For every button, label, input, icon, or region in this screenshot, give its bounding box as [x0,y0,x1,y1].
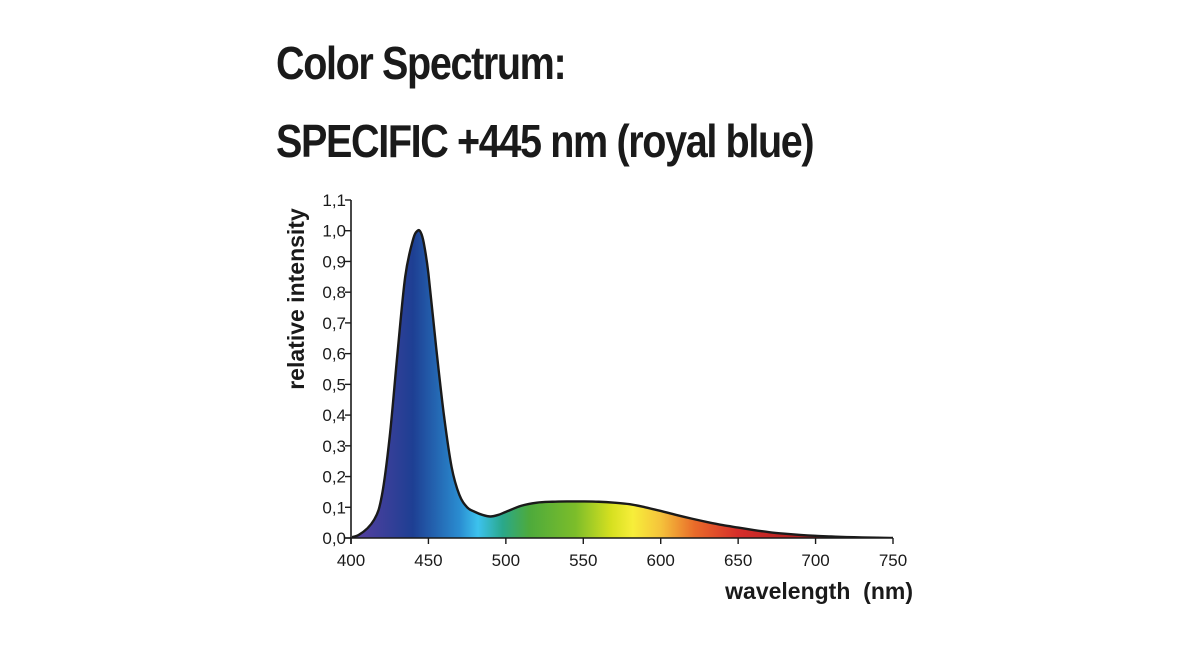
x-tick-label: 400 [337,551,365,570]
chart-title-line-1: Color Spectrum: [276,37,567,89]
y-tick-label: 0,0 [322,529,346,548]
y-tick-label: 0,1 [322,498,346,517]
x-tick-label: 650 [724,551,752,570]
y-tick-label: 0,5 [322,375,346,394]
y-axis-label: relative intensity [283,208,309,390]
chart-title-line-2: SPECIFIC +445 nm (royal blue) [276,115,815,167]
y-tick-label: 0,2 [322,468,346,487]
x-tick-label: 550 [569,551,597,570]
x-tick-label: 750 [879,551,907,570]
y-tick-label: 0,6 [322,345,346,364]
y-tick-label: 0,7 [322,314,346,333]
y-tick-label: 1,0 [322,222,346,241]
x-tick-label: 500 [492,551,520,570]
spectrum-curve [352,228,894,538]
x-axis-label: wavelength (nm) [724,578,913,604]
y-tick-label: 0,4 [322,406,346,425]
y-tick-label: 0,8 [322,283,346,302]
x-tick-label: 600 [647,551,675,570]
x-tick-label: 700 [801,551,829,570]
y-tick-label: 0,3 [322,437,346,456]
y-tick-label: 0,9 [322,252,346,271]
spectrum-area [352,230,893,538]
y-tick-label: 1,1 [322,191,346,210]
x-tick-label: 450 [414,551,442,570]
